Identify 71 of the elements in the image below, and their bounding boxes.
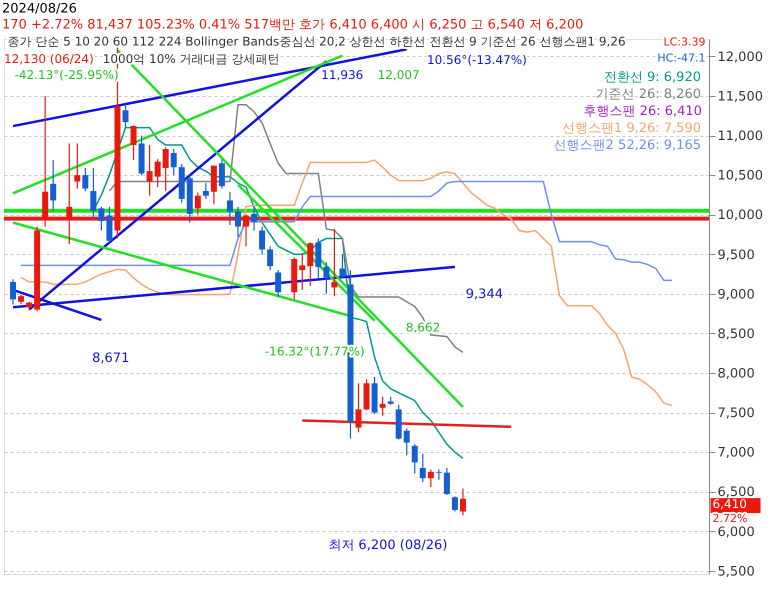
candlestick (412, 444, 418, 474)
candlestick (74, 142, 80, 190)
y-tick-label: 8,500 (718, 326, 755, 342)
annotation: 12,130 (06/24) (4, 52, 94, 66)
annotation: 종가 단순 5 10 20 60 112 224 Bollinger Bands중심선 20,2 상한선 하한선 전환선 9 기준선 26 선행스팬1 9,26 (8, 34, 626, 48)
candlestick (267, 246, 274, 271)
candlestick (234, 206, 241, 238)
candlestick (251, 206, 258, 232)
candlestick (130, 124, 137, 161)
y-tick-label: 11,000 (718, 129, 763, 144)
candlestick (66, 142, 72, 245)
candlestick (82, 167, 88, 192)
annotation: 9,344 (466, 286, 503, 302)
annotation: 11,936 (321, 68, 364, 82)
candlestick (428, 468, 434, 488)
candlestick (18, 294, 24, 305)
y-tick-label: 10,000 (718, 208, 763, 224)
candlestick (275, 269, 282, 298)
y-tick-label: 9,000 (718, 287, 755, 302)
y-tick-label: 5,500 (718, 564, 755, 580)
candlestick (243, 214, 250, 247)
line-series (20, 180, 673, 282)
line-series (20, 159, 673, 406)
candlestick (444, 467, 450, 496)
candlestick (50, 159, 56, 212)
candlestick (202, 182, 209, 200)
candlestick (460, 488, 466, 516)
y-tick-label: 10,500 (718, 168, 763, 184)
text: 전환선 9: 6,920 (604, 70, 701, 86)
text: 선행스팬1 9,26: 7,590 (562, 121, 701, 136)
candlestick (339, 254, 346, 279)
candlestick (380, 396, 386, 416)
candlestick (170, 148, 177, 176)
candlestick (162, 146, 169, 192)
y-tick-label: 7,000 (718, 446, 755, 461)
candlestick (218, 158, 225, 190)
candlestick (146, 144, 153, 196)
candlestick (122, 103, 129, 128)
y-tick-label: 6,000 (718, 524, 755, 540)
candlestick (194, 192, 201, 216)
text: 2.72% (712, 512, 748, 526)
candlestick (98, 206, 104, 232)
y-tick-label: 9,500 (718, 248, 755, 263)
candlestick (10, 278, 16, 306)
annotation: HC:-47.1 (657, 51, 706, 64)
candlestick (307, 242, 314, 287)
candlestick (299, 254, 306, 290)
annotation: LC:3.39 (663, 35, 706, 48)
candlestick (356, 382, 362, 433)
chart-subtitle: 170 +2.72% 81,437 105.23% 0.41% 517백만 호가 6,410 6,400 시 6,250 고 6,540 저 6,200 (2, 17, 584, 32)
candlestick (90, 167, 96, 220)
annotation: 12,007 (378, 68, 420, 82)
text: 선행스팬2 52,26: 9,165 (554, 138, 701, 154)
annotation: 8,671 (92, 350, 130, 366)
text: 기준선 26: 8,260 (596, 87, 701, 102)
y-tick-label: 11,500 (718, 89, 763, 104)
y-tick-label: 12,000 (718, 50, 763, 65)
y-tick-label: 8,000 (718, 366, 755, 382)
candlestick (404, 428, 410, 456)
candlestick (226, 191, 233, 226)
candlestick (323, 262, 330, 294)
candlestick (331, 228, 338, 297)
chart-title: 2024/08/26 (2, 1, 77, 16)
candlestick (154, 158, 161, 188)
annotation: 후행스팬 26: 6,410 (584, 104, 702, 120)
candlestick (452, 496, 458, 512)
annotation: 10.56°(-13.47%) (427, 53, 527, 68)
annotation: 최저 6,200 (08/26) (328, 538, 448, 554)
y-tick-label: 7,500 (718, 406, 755, 422)
candlestick (420, 453, 426, 483)
candlestick (259, 226, 266, 255)
